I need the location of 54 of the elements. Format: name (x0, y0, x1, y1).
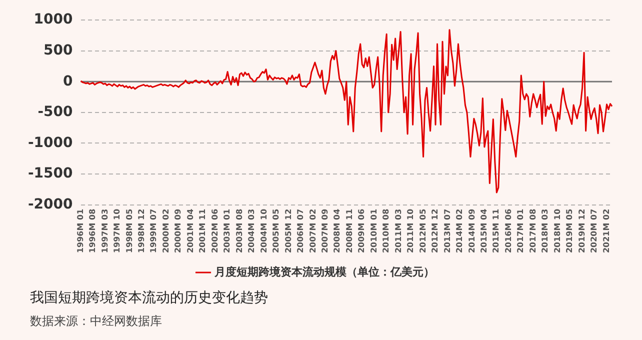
x-tick-label: 2021M 02 (602, 208, 611, 254)
x-tick-label: 2014M 09 (467, 208, 476, 254)
x-tick-label: 1997M 10 (112, 208, 122, 254)
x-tick-label: 1998M 12 (137, 208, 146, 254)
x-tick-label: 2004M 03 (247, 208, 256, 254)
x-tick-label: 2011M 10 (406, 208, 416, 254)
x-tick-label: 2014M 02 (455, 208, 464, 254)
text: 我国短期跨境资本流动的历史变化趋势 (30, 289, 268, 307)
x-tick-label: 2000M 02 (161, 208, 170, 254)
x-tick-label: 2013M 07 (442, 208, 452, 254)
x-tick-label: 2017M 08 (528, 208, 538, 254)
x-tick-label: 2012M 05 (418, 208, 428, 254)
x-tick-label: 2019M 12 (577, 208, 586, 254)
x-tick-label: 2007M 09 (320, 208, 330, 254)
x-tick-label: 2018M 10 (552, 208, 562, 254)
x-tick-label: 2005M 05 (272, 208, 281, 254)
x-tick-label: 2001M 11 (198, 208, 208, 254)
x-tick-label: 2008M 04 (332, 208, 342, 254)
x-tick-label: 2017M 01 (516, 208, 526, 254)
x-tick-label: 2018M 03 (540, 208, 550, 254)
x-tick-label: 2016M 06 (504, 208, 513, 254)
y-tick-label: -500 (38, 104, 74, 120)
x-tick-label: 2006M 07 (296, 208, 306, 254)
x-tick-label: 2003M 01 (222, 208, 232, 254)
x-tick-label: 2002M 06 (210, 208, 220, 254)
x-tick-label: 2015M 11 (492, 208, 501, 254)
x-tick-label: 2005M 12 (284, 208, 293, 254)
x-tick-label: 1997M 03 (100, 208, 110, 254)
x-tick-label: 2019M 05 (565, 208, 574, 254)
y-tick-label: 1000 (34, 12, 74, 28)
x-tick-label: 2020M 07 (590, 208, 599, 254)
x-tick-label: 2012M 12 (430, 208, 440, 254)
x-tick-label: 2004M 10 (259, 208, 268, 254)
legend-label: 月度短期跨境资本流动规模（单位：亿美元） (213, 265, 434, 278)
x-tick-label: 2010M 01 (369, 208, 378, 254)
y-tick-label: -1000 (28, 134, 74, 151)
x-tick-label: 2008M 11 (344, 208, 354, 254)
x-tick-label: 2000M 09 (174, 208, 183, 254)
y-tick-label: 500 (44, 42, 74, 58)
x-tick-label: 1999M 07 (149, 208, 158, 254)
x-tick-label: 1996M 01 (76, 208, 85, 254)
source-note: 数据来源：中经网数据库 (30, 313, 162, 330)
x-tick-label: 2003M 08 (234, 208, 244, 254)
x-tick-label: 2011M 03 (394, 208, 403, 254)
y-tick-label: 0 (63, 73, 74, 90)
y-tick-label: -1500 (28, 166, 74, 182)
x-tick-label: 1998M 05 (124, 208, 134, 254)
y-tick-label: -2000 (28, 196, 74, 212)
x-tick-label: 2009M 06 (357, 208, 366, 254)
x-tick-label: 2010M 08 (382, 208, 391, 254)
x-tick-label: 2001M 04 (186, 208, 195, 254)
x-tick-label: 2007M 02 (308, 208, 318, 254)
x-tick-label: 2015M 04 (480, 208, 489, 254)
x-tick-label: 1996M 08 (88, 208, 98, 254)
